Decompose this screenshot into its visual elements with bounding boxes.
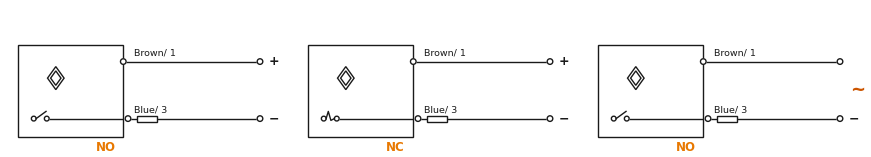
Circle shape	[125, 116, 131, 121]
FancyBboxPatch shape	[137, 116, 157, 122]
Circle shape	[837, 116, 843, 121]
Text: Brown/ 1: Brown/ 1	[424, 49, 466, 58]
Text: Blue/ 3: Blue/ 3	[714, 105, 747, 114]
Circle shape	[547, 116, 553, 121]
FancyBboxPatch shape	[598, 45, 703, 137]
Circle shape	[611, 116, 616, 121]
Circle shape	[415, 116, 421, 121]
Text: +: +	[269, 55, 280, 68]
Text: Blue/ 3: Blue/ 3	[424, 105, 457, 114]
Circle shape	[44, 116, 49, 121]
Circle shape	[334, 116, 339, 121]
Text: −: −	[269, 112, 280, 125]
Text: Brown/ 1: Brown/ 1	[134, 49, 176, 58]
Text: NO: NO	[676, 141, 696, 154]
Circle shape	[837, 59, 843, 64]
FancyBboxPatch shape	[427, 116, 447, 122]
Text: +: +	[559, 55, 570, 68]
FancyBboxPatch shape	[308, 45, 413, 137]
Circle shape	[257, 59, 263, 64]
FancyBboxPatch shape	[18, 45, 123, 137]
Circle shape	[410, 59, 416, 64]
Circle shape	[31, 116, 36, 121]
Text: NO: NO	[96, 141, 116, 154]
Circle shape	[625, 116, 629, 121]
Circle shape	[257, 116, 263, 121]
Text: Blue/ 3: Blue/ 3	[134, 105, 167, 114]
Circle shape	[706, 116, 711, 121]
FancyBboxPatch shape	[717, 116, 737, 122]
Text: NC: NC	[386, 141, 405, 154]
Text: −: −	[849, 112, 860, 125]
Text: −: −	[559, 112, 570, 125]
Circle shape	[547, 59, 553, 64]
Text: Brown/ 1: Brown/ 1	[714, 49, 756, 58]
Circle shape	[120, 59, 126, 64]
Text: ~: ~	[850, 81, 866, 99]
Circle shape	[321, 116, 326, 121]
Circle shape	[700, 59, 706, 64]
